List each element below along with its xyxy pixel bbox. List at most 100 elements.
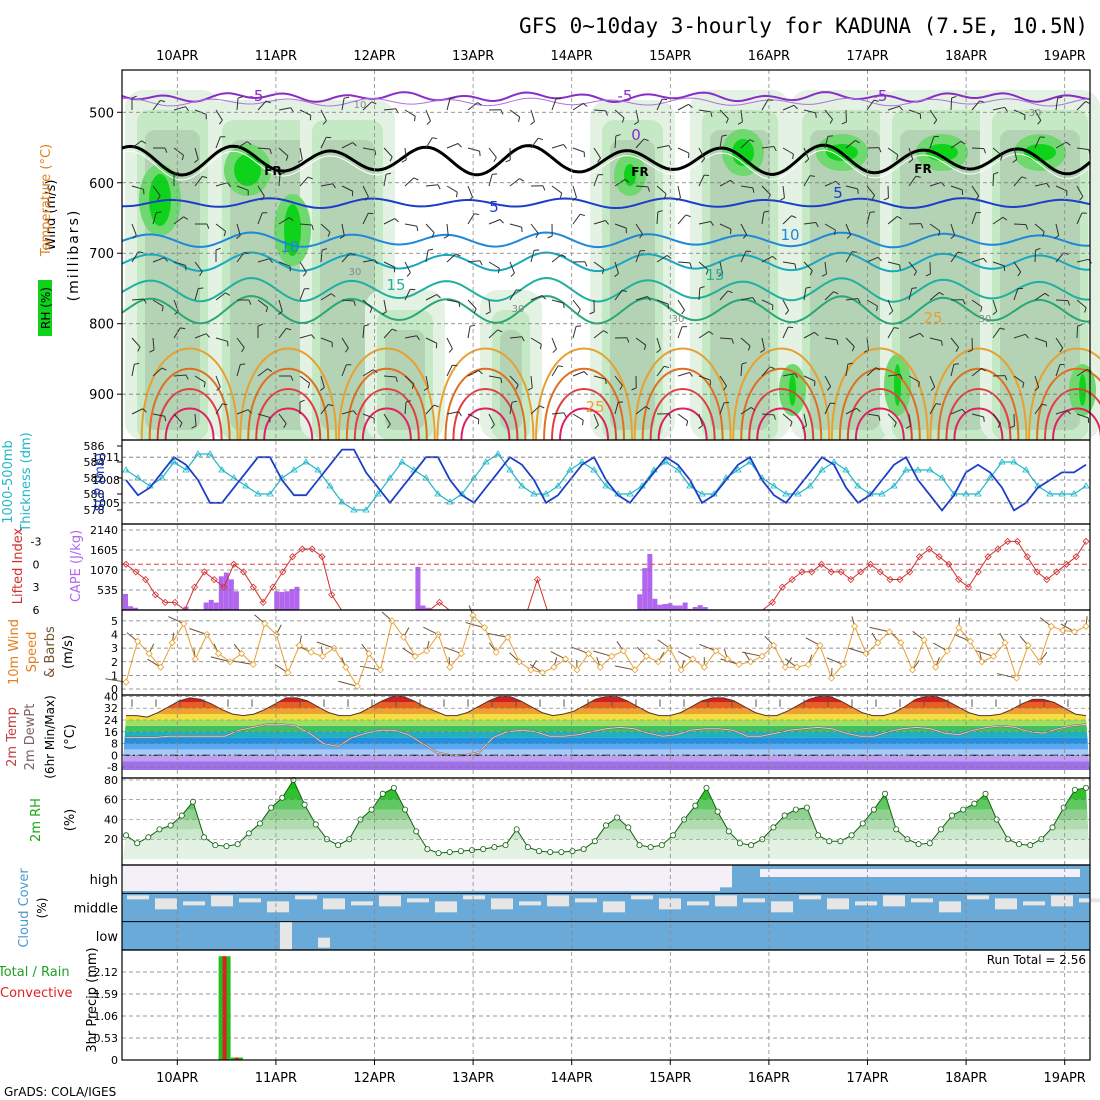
wind10-marker — [365, 650, 373, 658]
wind-barb — [383, 218, 395, 225]
wind-barb — [278, 107, 291, 111]
cloud-high-label: high — [90, 873, 118, 888]
wind-barb-flag — [857, 188, 859, 194]
wind-barb-flag — [941, 340, 943, 346]
rh2m-marker — [949, 812, 956, 819]
wind-barb-flag — [247, 409, 252, 414]
wind-barb-flag — [647, 186, 650, 192]
wind-barb — [236, 185, 249, 191]
wind10-label-1: 10m Wind — [7, 619, 22, 685]
thickness-tick-label: 582 — [84, 472, 105, 485]
wind-barb-flag — [269, 258, 273, 263]
wind10-barb — [487, 632, 508, 638]
wind-barb — [1034, 136, 1041, 149]
wind-barb-flag — [643, 344, 647, 351]
wind-barb-flag — [750, 407, 756, 411]
isotherm-label: 5 — [833, 184, 843, 202]
rh2m-marker — [748, 842, 755, 849]
rh2m-marker — [212, 842, 219, 849]
wind-barb — [845, 140, 856, 149]
wind-barb-flag — [647, 296, 651, 301]
precip-tick-label: 2.12 — [94, 966, 119, 979]
isotherm-warm-arc — [337, 347, 436, 441]
temp-label-2: 2m DewPt — [23, 704, 38, 771]
rh2m-marker — [268, 804, 275, 811]
wind-barb — [761, 413, 775, 416]
isotherm-warm-arc — [854, 407, 905, 441]
wind-barb — [425, 337, 438, 344]
wind-barb-flag — [1000, 155, 1003, 161]
lifted-marker — [866, 560, 875, 568]
run-total-label: Run Total = 2.56 — [987, 953, 1086, 967]
thickness-marker — [326, 482, 334, 489]
wind-barb-flag — [563, 412, 567, 418]
wind-barb — [803, 261, 813, 271]
wind-barb-flag — [699, 286, 705, 289]
wind-barb-flag — [933, 119, 938, 125]
wind-barb-flag — [752, 187, 755, 193]
isotherm-label: 25 — [585, 398, 604, 416]
wind-barb-flag — [353, 300, 356, 306]
freezing-label: FR — [914, 162, 931, 176]
wind10-marker — [908, 666, 917, 674]
rh2m-marker — [893, 826, 900, 833]
wind10-barb — [359, 665, 381, 671]
lifted-marker — [1082, 537, 1090, 545]
thickness-line — [125, 453, 1087, 511]
thickness-label-2: Thickness (dm) — [19, 432, 34, 532]
upper-wind-label: Wind (m/s) — [44, 180, 59, 251]
wind-barb-flag — [374, 149, 377, 156]
wind-barb-flag — [657, 210, 663, 213]
wind-barb-flag — [710, 221, 714, 226]
chart-title: GFS 0~10day 3-hourly for KADUNA (7.5E, 1… — [519, 14, 1088, 38]
wind10-marker — [966, 637, 974, 645]
wind-barb — [425, 223, 435, 234]
freezing-line — [121, 143, 1091, 177]
wind-barb — [257, 147, 270, 150]
wind-barb-flag — [1067, 409, 1071, 415]
wind-barb — [383, 413, 391, 425]
isotherm-15-line — [121, 276, 1091, 303]
wind-barb-flag — [416, 335, 420, 341]
wind-barb — [824, 180, 837, 187]
wind-barb — [131, 337, 141, 348]
wind10-marker — [446, 663, 454, 671]
wind10-barb — [805, 637, 821, 646]
wind-barb — [971, 185, 980, 197]
wind-barb — [635, 223, 643, 235]
thickness-marker — [338, 498, 346, 505]
wind-barb — [740, 139, 750, 149]
wind-barb-flag — [381, 311, 387, 315]
wind-barb-flag — [339, 235, 345, 239]
wind-barb — [824, 337, 837, 341]
isotherm-warm-arc — [559, 407, 610, 441]
wind-barb-flag — [1041, 403, 1047, 406]
wind10-marker — [1047, 622, 1055, 630]
wind-barb — [782, 261, 795, 265]
wind10-marker — [376, 666, 385, 674]
wind-barb — [551, 144, 564, 149]
wind-barb — [404, 335, 417, 339]
isotherm-warm-arc — [263, 407, 314, 441]
wind-barb — [971, 212, 977, 225]
wind-barb — [467, 260, 480, 263]
wind-barb — [677, 299, 685, 311]
wind-barb — [278, 413, 287, 424]
wind-barb — [719, 337, 733, 340]
date-label-bottom: 10APR — [156, 1071, 198, 1086]
wind-barb — [404, 261, 411, 273]
wind-barb — [614, 135, 617, 149]
wind-barb — [635, 337, 647, 346]
wind-barb — [761, 337, 765, 350]
wind-barb-flag — [539, 344, 542, 350]
rh2m-marker — [614, 814, 621, 821]
wind-barb — [992, 413, 1001, 424]
wind-barb-flag — [983, 257, 987, 263]
wind-barb-flag — [427, 248, 434, 251]
wind-barb — [1034, 182, 1047, 187]
thickness-tick-label: 584 — [84, 456, 105, 469]
wind-barb — [908, 288, 913, 301]
wind-barb — [992, 216, 1004, 225]
wind-barb-flag — [626, 337, 630, 343]
wind-barb-flag — [405, 400, 411, 403]
